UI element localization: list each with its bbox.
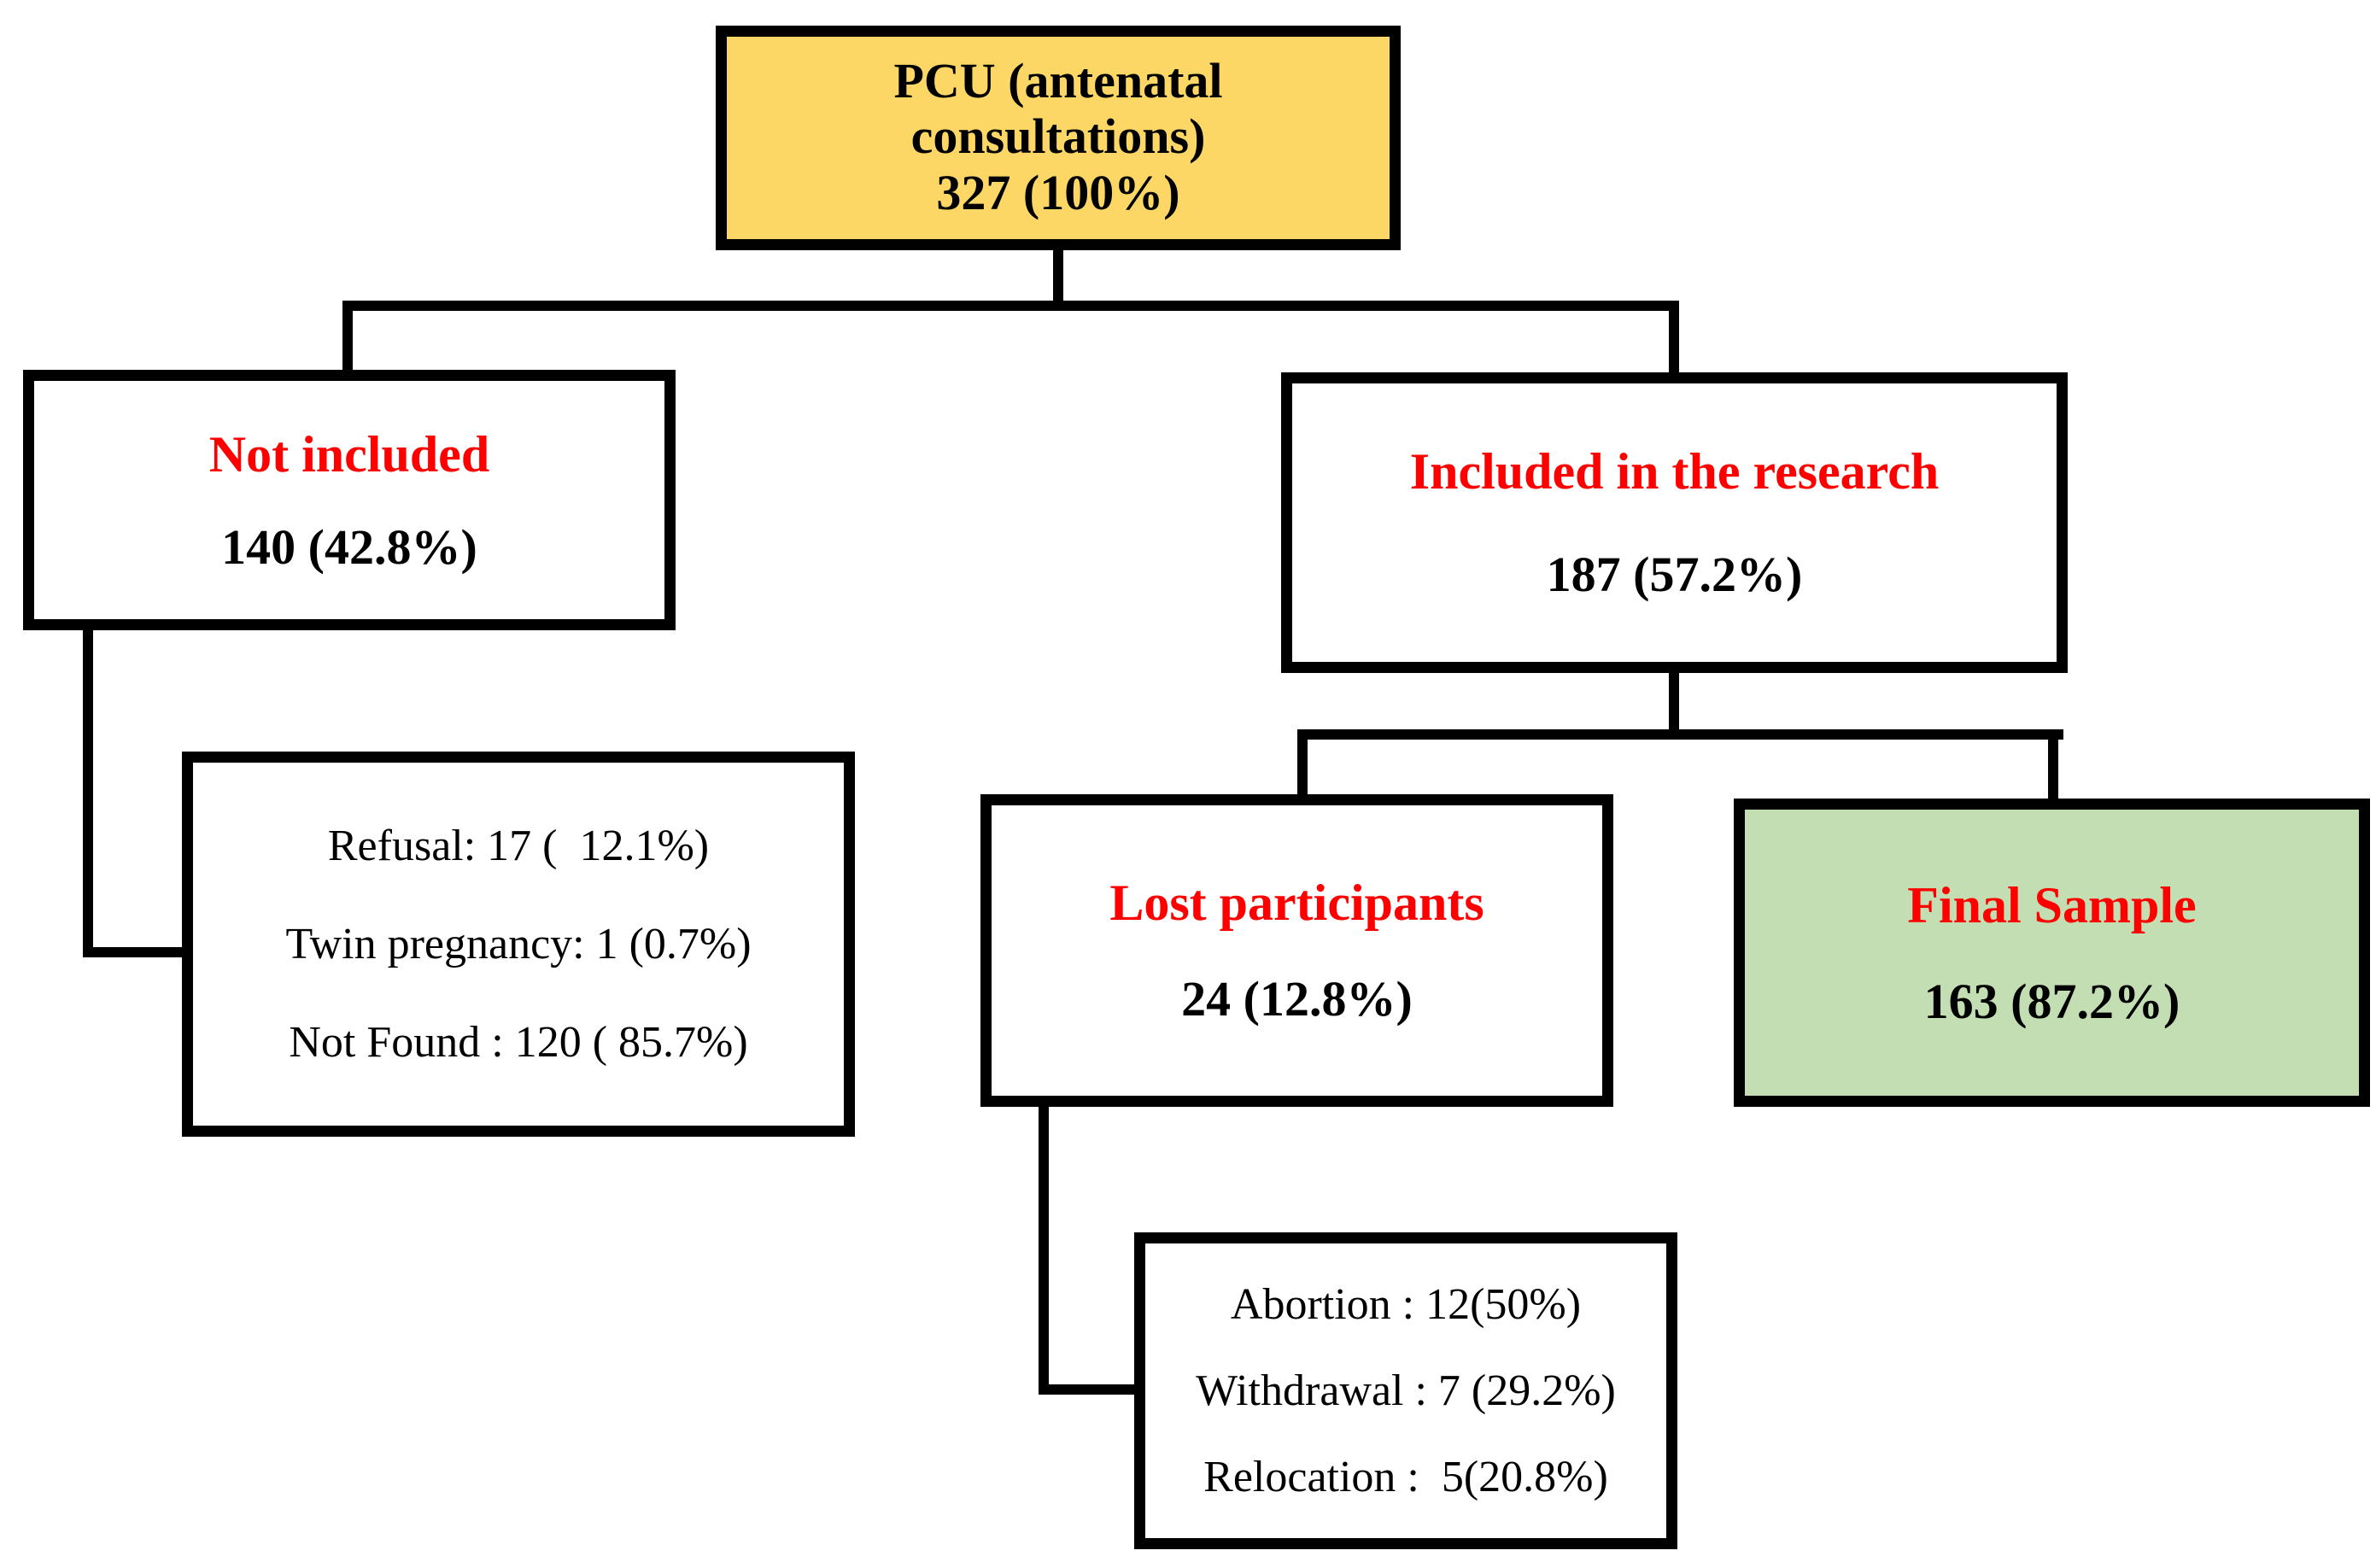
connector-drop-to-not-included — [342, 301, 353, 373]
connector-pcu-stem — [1053, 249, 1063, 311]
pcu-title: PCU (antenatal consultations) — [893, 53, 1223, 165]
reason-withdrawal: Withdrawal : 7 (29.2%) — [1196, 1366, 1616, 1415]
not-included-count: 140 (42.8%) — [221, 518, 477, 575]
not-included-reasons-node: Refusal: 17 ( 12.1%) Twin pregnancy: 1 (… — [182, 752, 855, 1137]
included-node: Included in the research 187 (57.2%) — [1281, 372, 2068, 673]
reason-relocation: Relocation : 5(20.8%) — [1203, 1453, 1608, 1502]
reason-twin-pregnancy: Twin pregnancy: 1 (0.7%) — [285, 919, 752, 968]
connector-drop-to-included — [1669, 301, 1679, 376]
connector-not-included-down — [83, 622, 93, 957]
pcu-root-node: PCU (antenatal consultations) 327 (100%) — [716, 26, 1401, 250]
reason-refusal: Refusal: 17 ( 12.1%) — [327, 821, 710, 870]
connector-included-split-bar — [1297, 729, 2063, 740]
connector-top-split-bar — [342, 301, 1679, 311]
reason-not-found: Not Found : 120 ( 85.7%) — [289, 1018, 748, 1068]
not-included-node: Not included 140 (42.8%) — [23, 370, 676, 630]
included-title: Included in the research — [1409, 443, 1940, 500]
pcu-count: 327 (100%) — [936, 165, 1180, 221]
final-sample-count: 163 (87.2%) — [1923, 973, 2180, 1029]
connector-drop-to-final — [2048, 729, 2058, 804]
connector-not-included-elbow — [83, 947, 187, 957]
lost-reasons-node: Abortion : 12(50%) Withdrawal : 7 (29.2%… — [1134, 1232, 1677, 1549]
connector-included-stem — [1669, 668, 1679, 740]
pcu-title-line2: consultations) — [910, 108, 1206, 164]
final-sample-node: Final Sample 163 (87.2%) — [1734, 799, 2370, 1107]
reason-abortion: Abortion : 12(50%) — [1230, 1279, 1582, 1329]
pcu-title-line1: PCU (antenatal — [893, 53, 1223, 108]
connector-lost-down — [1039, 1100, 1049, 1395]
included-count: 187 (57.2%) — [1546, 547, 1803, 603]
lost-participants-title: Lost participants — [1109, 875, 1484, 932]
lost-participants-count: 24 (12.8%) — [1181, 971, 1413, 1027]
lost-participants-node: Lost participants 24 (12.8%) — [980, 794, 1613, 1107]
connector-lost-elbow — [1039, 1384, 1141, 1395]
final-sample-title: Final Sample — [1907, 876, 2197, 933]
connector-drop-to-lost — [1297, 729, 1308, 799]
not-included-title: Not included — [208, 425, 490, 483]
